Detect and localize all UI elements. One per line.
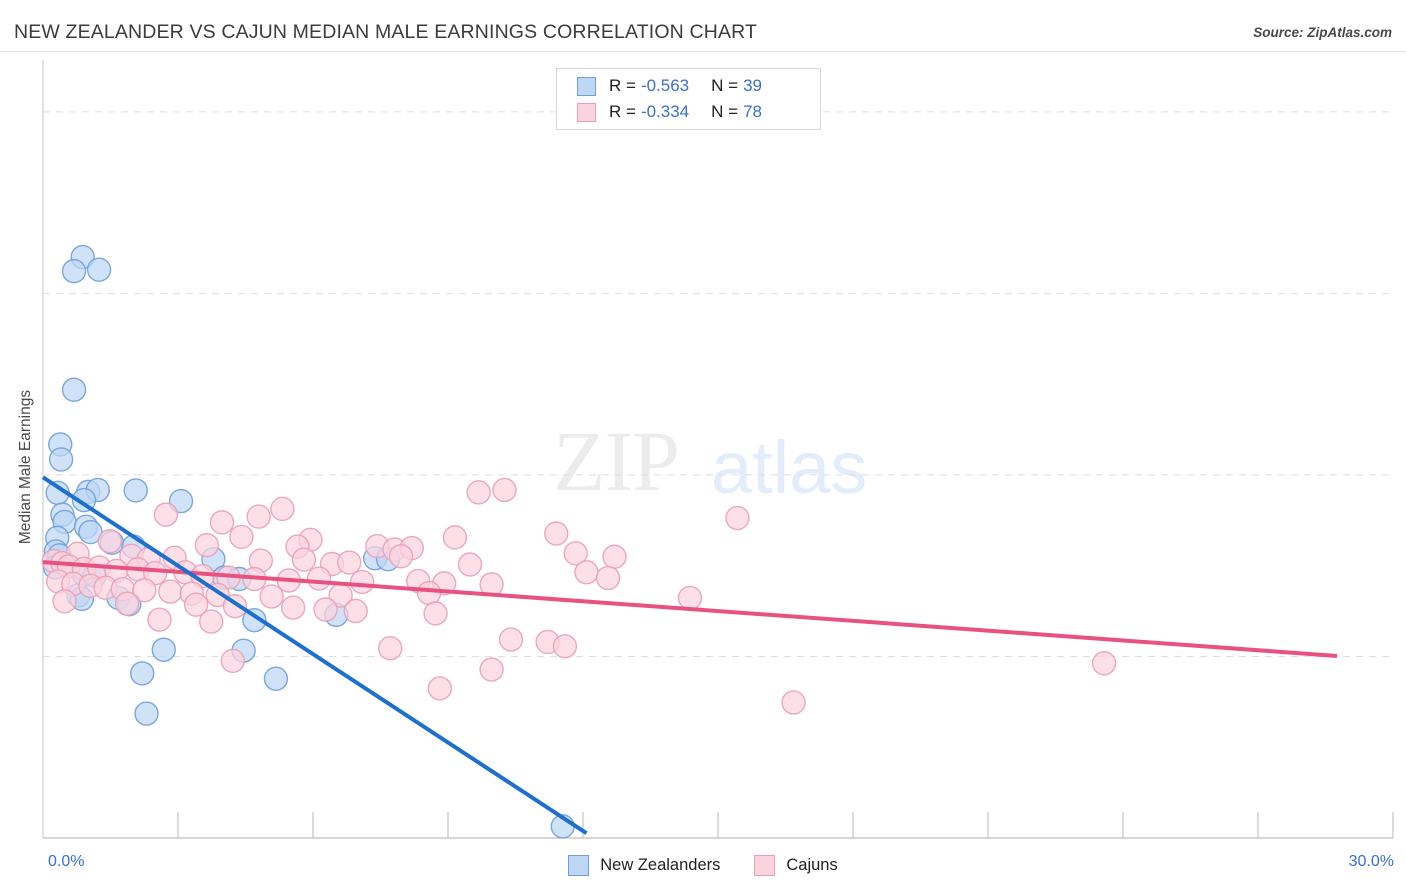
data-point[interactable]	[602, 544, 627, 569]
data-point[interactable]	[158, 579, 183, 604]
n-label: N =	[711, 76, 739, 95]
n-value-cajuns: 78	[743, 102, 762, 121]
data-point[interactable]	[388, 544, 414, 569]
data-point[interactable]	[378, 636, 403, 661]
x-axis-tick-label-min: 0.0%	[48, 853, 85, 870]
data-point[interactable]	[61, 258, 87, 284]
data-point[interactable]	[183, 592, 209, 617]
n-label: N =	[711, 102, 739, 121]
data-point[interactable]	[153, 502, 179, 527]
data-point[interactable]	[291, 547, 317, 572]
correlation-legend: R = -0.563 N = 39 R = -0.334 N = 78	[556, 68, 821, 130]
data-point[interactable]	[498, 627, 524, 652]
n-value-new-zealanders: 39	[743, 76, 762, 95]
data-point[interactable]	[423, 601, 448, 626]
data-point[interactable]	[349, 569, 375, 595]
r-value-new-zealanders: -0.563	[640, 76, 690, 95]
data-point[interactable]	[130, 661, 155, 686]
data-point[interactable]	[492, 477, 517, 503]
data-point[interactable]	[199, 609, 224, 634]
data-point[interactable]	[194, 532, 220, 558]
data-point[interactable]	[229, 524, 254, 550]
legend-label-cajuns: Cajuns	[786, 855, 838, 874]
data-point[interactable]	[337, 550, 362, 575]
data-point[interactable]	[280, 595, 306, 620]
data-point[interactable]	[114, 591, 140, 616]
data-point[interactable]	[416, 580, 442, 606]
legend-item-cajuns[interactable]: Cajuns	[754, 854, 838, 876]
data-point[interactable]	[1091, 651, 1117, 676]
data-point[interactable]	[242, 607, 267, 633]
data-point[interactable]	[134, 701, 159, 726]
data-point[interactable]	[86, 257, 112, 282]
data-point[interactable]	[781, 690, 806, 715]
data-point[interactable]	[220, 648, 245, 674]
data-point[interactable]	[132, 577, 157, 603]
data-point[interactable]	[306, 566, 332, 591]
data-point[interactable]	[259, 584, 284, 609]
trendline-new-zealanders	[41, 475, 588, 835]
data-point[interactable]	[725, 505, 750, 531]
header: NEW ZEALANDER VS CAJUN MEDIAN MALE EARNI…	[0, 0, 1406, 52]
legend-swatch-cajuns	[577, 102, 596, 122]
data-point[interactable]	[544, 521, 569, 546]
data-point[interactable]	[246, 504, 271, 529]
data-point[interactable]	[151, 637, 176, 662]
data-point[interactable]	[48, 447, 74, 472]
x-axis-tick-label-max: 30.0%	[1348, 853, 1394, 870]
series-points-cajuns	[41, 477, 1117, 715]
data-point[interactable]	[442, 525, 468, 550]
r-label: R =	[609, 76, 636, 95]
data-point[interactable]	[313, 597, 338, 622]
data-point[interactable]	[479, 657, 504, 682]
data-point[interactable]	[466, 480, 491, 505]
data-point[interactable]	[427, 676, 453, 701]
data-point[interactable]	[563, 541, 588, 566]
data-point[interactable]	[52, 589, 77, 614]
legend-color-cajuns	[754, 854, 776, 876]
data-point[interactable]	[263, 666, 289, 691]
data-point[interactable]	[552, 634, 578, 659]
data-point[interactable]	[343, 598, 368, 624]
trendline-cajuns	[42, 560, 1338, 658]
data-point[interactable]	[595, 565, 621, 591]
correlation-legend-row: R = -0.334 N = 78	[577, 99, 762, 125]
data-point[interactable]	[97, 529, 123, 554]
r-value-cajuns: -0.334	[640, 102, 690, 121]
header-divider	[0, 51, 1406, 52]
y-axis-title: Median Male Earnings	[17, 389, 34, 545]
legend-color-new-zealanders	[568, 854, 590, 876]
data-point[interactable]	[677, 585, 703, 611]
data-point[interactable]	[457, 552, 483, 577]
data-point[interactable]	[270, 496, 295, 522]
data-point[interactable]	[61, 377, 87, 402]
data-point[interactable]	[147, 607, 172, 632]
series-legend: New Zealanders Cajuns	[0, 848, 1406, 882]
data-point[interactable]	[123, 478, 148, 503]
data-point[interactable]	[209, 510, 235, 535]
page-title: NEW ZEALANDER VS CAJUN MEDIAN MALE EARNI…	[14, 21, 758, 43]
legend-swatch-new-zealanders	[577, 76, 596, 96]
source-label: Source: ZipAtlas.com	[1253, 25, 1392, 40]
r-label: R =	[609, 102, 636, 121]
data-point[interactable]	[574, 560, 599, 585]
legend-item-new-zealanders[interactable]: New Zealanders	[568, 854, 721, 876]
correlation-legend-row: R = -0.563 N = 39	[577, 73, 762, 99]
legend-label-new-zealanders: New Zealanders	[600, 855, 721, 874]
